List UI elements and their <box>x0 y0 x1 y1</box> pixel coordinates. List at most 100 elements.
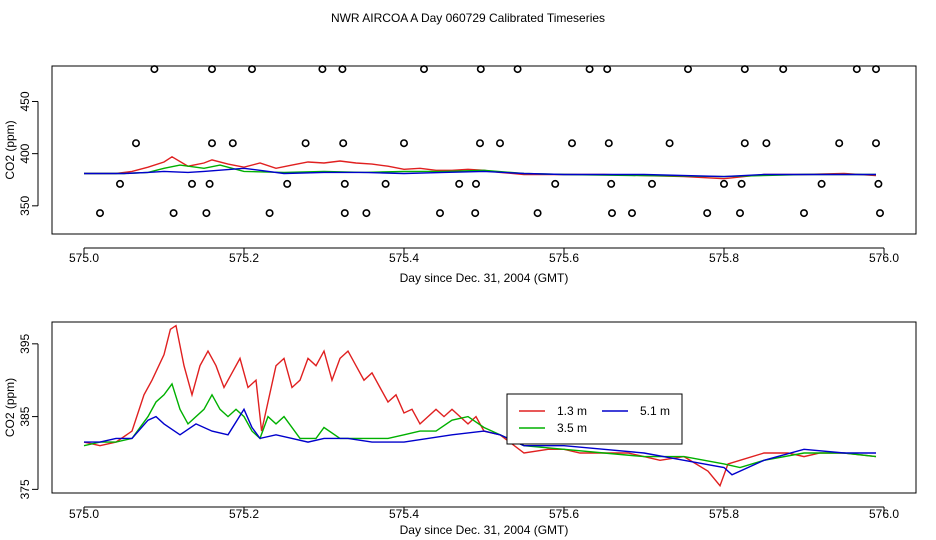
bottom-x-axis: 575.0 575.2 575.4 575.6 575.8 576.0 <box>69 506 899 521</box>
top-calibration-point <box>435 209 444 218</box>
bottom-x-tick-label: 575.8 <box>709 507 739 521</box>
bottom-y-tick-label: 395 <box>18 333 32 353</box>
top-calibration-point <box>399 139 408 148</box>
top-calibration-point <box>703 209 712 218</box>
top-calibration-point <box>471 179 480 188</box>
bottom-plot-frame <box>51 321 917 494</box>
top-calibration-point <box>852 65 861 74</box>
top-calibration-point <box>817 179 826 188</box>
top-calibration-point <box>551 179 560 188</box>
top-x-axis-label: Day since Dec. 31, 2004 (GMT) <box>400 271 569 285</box>
top-calibration-point <box>603 65 612 74</box>
bottom-x-tick-label: 576.0 <box>869 507 899 521</box>
top-calibration-point <box>301 139 310 148</box>
top-x-tick-label: 576.0 <box>869 251 899 265</box>
top-calibration-point <box>283 179 292 188</box>
bottom-y-tick-label: 375 <box>18 479 32 499</box>
bottom-x-axis-label: Day since Dec. 31, 2004 (GMT) <box>400 523 569 537</box>
top-calibration-point <box>96 209 105 218</box>
top-calibration-point <box>567 139 576 148</box>
top-calibration-point <box>471 209 480 218</box>
top-calibration-point <box>150 65 159 74</box>
top-calibration-point <box>762 139 771 148</box>
top-y-tick-label: 350 <box>18 195 32 215</box>
top-calibration-point <box>604 139 613 148</box>
top-calibration-point <box>875 209 884 218</box>
top-calibration-point <box>799 209 808 218</box>
top-calibration-point <box>318 65 327 74</box>
top-calibration-point <box>116 179 125 188</box>
top-calibration-point <box>476 65 485 74</box>
top-y-tick-label: 400 <box>18 143 32 163</box>
bottom-y-tick-label: 385 <box>18 406 32 426</box>
top-x-tick-label: 575.6 <box>549 251 579 265</box>
top-calibration-point <box>208 139 217 148</box>
top-calibration-point <box>339 139 348 148</box>
top-calibration-point <box>202 209 211 218</box>
top-calibration-point <box>338 65 347 74</box>
legend-label-5-1-m: 5.1 m <box>640 404 670 418</box>
top-calibration-point <box>835 139 844 148</box>
top-calibration-point <box>647 179 656 188</box>
top-calibration-point <box>205 179 214 188</box>
top-y-tick-label: 450 <box>18 91 32 111</box>
top-calibration-point <box>665 139 674 148</box>
top-calibration-point <box>871 139 880 148</box>
top-calibration-point <box>228 139 237 148</box>
top-x-tick-label: 575.8 <box>709 251 739 265</box>
bottom-x-tick-label: 575.0 <box>69 507 99 521</box>
top-series-5-1-m-line <box>84 167 876 178</box>
bottom-x-tick-label: 575.6 <box>549 507 579 521</box>
top-calibration-point <box>248 65 257 74</box>
top-y-axis: 350 400 450 <box>18 91 39 216</box>
bottom-series-1-3-m-line <box>83 324 877 488</box>
top-x-tick-label: 575.4 <box>389 251 419 265</box>
bottom-y-axis-label: CO2 (ppm) <box>3 378 17 437</box>
bottom-series-3-5-m-line <box>83 382 877 469</box>
top-calibration-point <box>513 65 522 74</box>
legend-label-3-5-m: 3.5 m <box>557 421 587 435</box>
top-x-tick-label: 575.0 <box>69 251 99 265</box>
top-calibration-point <box>607 179 616 188</box>
top-calibration-point <box>719 179 728 188</box>
legend-label-1-3-m: 1.3 m <box>557 404 587 418</box>
top-calibration-point <box>495 139 504 148</box>
top-calibration-point <box>585 65 594 74</box>
top-calibration-point <box>265 209 274 218</box>
top-calibration-point <box>208 65 217 74</box>
bottom-series-5-1-m-line <box>84 407 876 476</box>
top-calibration-point <box>381 179 390 188</box>
top-y-axis-label: CO2 (ppm) <box>3 120 17 179</box>
top-calibration-point <box>475 139 484 148</box>
legend-box <box>506 393 683 445</box>
top-calibration-markers <box>96 65 884 218</box>
top-calibration-point <box>683 65 692 74</box>
top-calibration-point <box>874 179 883 188</box>
chart-title: NWR AIRCOA A Day 060729 Calibrated Times… <box>331 11 605 25</box>
top-panel: 575.0 575.2 575.4 575.6 575.8 576.0 Day since … <box>3 65 917 285</box>
top-x-tick-label: 575.2 <box>229 251 259 265</box>
top-calibration-point <box>188 179 197 188</box>
top-calibration-point <box>340 179 349 188</box>
bottom-panel: 575.0 575.2 575.4 575.6 575.8 576.0 Day since … <box>3 321 917 537</box>
top-calibration-point <box>740 139 749 148</box>
top-plot-frame <box>51 65 917 235</box>
top-calibration-point <box>455 179 464 188</box>
top-calibration-point <box>533 209 542 218</box>
bottom-x-tick-label: 575.2 <box>229 507 259 521</box>
bottom-x-tick-label: 575.4 <box>389 507 419 521</box>
top-calibration-point <box>735 209 744 218</box>
top-calibration-point <box>132 139 141 148</box>
bottom-y-axis: 375 385 395 <box>18 333 39 499</box>
top-calibration-point <box>737 179 746 188</box>
top-calibration-point <box>871 65 880 74</box>
top-calibration-point <box>340 209 349 218</box>
top-calibration-point <box>627 209 636 218</box>
top-x-axis: 575.0 575.2 575.4 575.6 575.8 576.0 <box>69 247 899 265</box>
top-calibration-point <box>419 65 428 74</box>
top-calibration-point <box>740 65 749 74</box>
bottom-legend: 1.3 m 3.5 m 5.1 m <box>506 393 683 445</box>
top-calibration-point <box>362 209 371 218</box>
top-calibration-point <box>169 209 178 218</box>
